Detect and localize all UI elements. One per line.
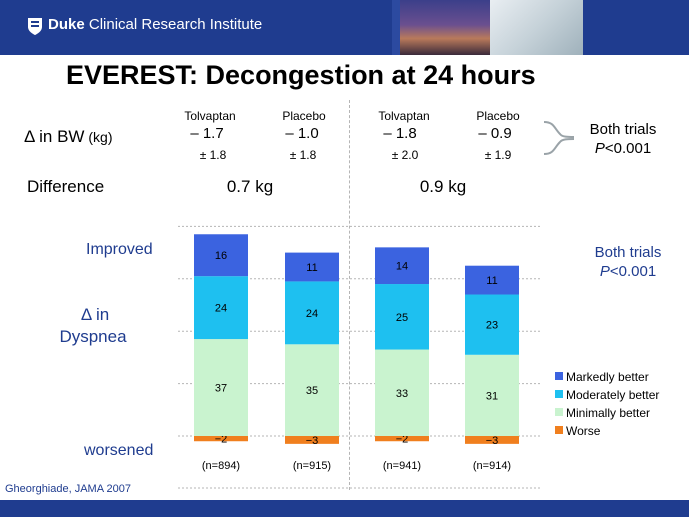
category-label-4: (n=914) xyxy=(473,460,511,472)
bar-minimally-2 xyxy=(285,344,339,436)
bw-mean-tolvaptan-1: – 1.7 xyxy=(190,125,224,142)
brace-icon xyxy=(543,121,575,155)
bar-label-moderately-4: 23 xyxy=(486,320,498,332)
bar-label-markedly-1: 16 xyxy=(215,250,227,262)
bar-worse-1 xyxy=(194,436,248,442)
bw-mean-placebo-2: – 0.9 xyxy=(478,125,512,142)
glasses-photo xyxy=(490,0,583,55)
citation-footnote: Gheorghiade, JAMA 2007 xyxy=(5,483,131,495)
bar-worse-4 xyxy=(465,436,519,444)
bar-label-worse-3: −2 xyxy=(396,434,409,446)
legend-item-markedly: Markedly better xyxy=(555,370,649,384)
brand-name: Duke Clinical Research Institute xyxy=(48,16,263,33)
bar-moderately-3 xyxy=(375,284,429,350)
bar-label-minimally-2: 35 xyxy=(306,385,318,397)
worsened-label: worsened xyxy=(84,442,154,459)
both-trials-label-top: Both trials xyxy=(589,121,657,138)
campus-photo xyxy=(400,0,490,55)
bar-label-markedly-2: 11 xyxy=(306,262,317,274)
bw-sd-tolvaptan-2: ± 2.0 xyxy=(391,148,419,162)
col-header-tolvaptan-2: Tolvaptan xyxy=(378,109,430,123)
legend-swatch-minimally xyxy=(555,408,563,416)
bar-label-worse-2: −3 xyxy=(306,435,319,447)
difference-label: Difference xyxy=(27,177,105,196)
dyspnea-label-line1: Δ in xyxy=(80,305,110,324)
difference-trial-2: 0.9 kg xyxy=(419,177,467,196)
bar-moderately-1 xyxy=(194,276,248,340)
col-header-tolvaptan-1: Tolvaptan xyxy=(184,109,236,123)
bar-label-markedly-4: 11 xyxy=(486,275,497,287)
bw-sd-placebo-1: ± 1.8 xyxy=(289,148,317,162)
legend-swatch-worse xyxy=(555,426,563,434)
bar-label-minimally-3: 33 xyxy=(396,388,408,400)
category-label-1: (n=894) xyxy=(202,460,240,472)
trial-divider xyxy=(349,100,350,490)
bar-label-moderately-3: 25 xyxy=(396,312,408,324)
legend-item-moderately: Moderately better xyxy=(555,388,659,402)
category-label-2: (n=915) xyxy=(293,460,331,472)
legend-swatch-markedly xyxy=(555,372,563,380)
bar-markedly-4 xyxy=(465,265,519,295)
bw-sd-tolvaptan-1: ± 1.8 xyxy=(199,148,227,162)
bar-label-moderately-2: 24 xyxy=(306,308,318,320)
bar-label-minimally-1: 37 xyxy=(215,383,227,395)
footer-bar xyxy=(0,500,689,517)
duke-shield-icon xyxy=(28,18,42,35)
legend-swatch-moderately xyxy=(555,390,563,398)
bar-label-worse-1: −2 xyxy=(215,434,228,446)
col-header-placebo-1: Placebo xyxy=(282,109,326,123)
bar-minimally-1 xyxy=(194,339,248,436)
bar-worse-2 xyxy=(285,436,339,444)
category-label-3: (n=941) xyxy=(383,460,421,472)
bar-moderately-2 xyxy=(285,281,339,345)
difference-trial-1: 0.7 kg xyxy=(226,177,274,196)
photo-frame xyxy=(392,0,400,55)
legend-item-minimally: Minimally better xyxy=(555,406,650,420)
bar-moderately-4 xyxy=(465,294,519,355)
improved-label: Improved xyxy=(86,241,153,258)
bar-markedly-3 xyxy=(375,247,429,285)
bw-sd-placebo-2: ± 1.9 xyxy=(484,148,512,162)
col-header-placebo-2: Placebo xyxy=(476,109,520,123)
bar-minimally-4 xyxy=(465,354,519,436)
bw-row-label: Δ in BW (kg) xyxy=(24,127,113,146)
bar-label-moderately-1: 24 xyxy=(215,303,227,315)
bar-minimally-3 xyxy=(375,349,429,436)
bar-markedly-1 xyxy=(194,234,248,277)
slide-title: EVEREST: Decongestion at 24 hours xyxy=(66,60,536,90)
p-value-top: P<0.001 xyxy=(594,140,652,157)
header-bar: Duke Clinical Research Institute xyxy=(0,0,689,55)
bar-label-worse-4: −3 xyxy=(486,435,499,447)
legend-item-worse: Worse xyxy=(555,424,600,438)
bw-mean-tolvaptan-2: – 1.8 xyxy=(383,125,417,142)
bar-label-minimally-4: 31 xyxy=(486,390,498,402)
p-value-right: P<0.001 xyxy=(599,263,657,280)
bar-markedly-2 xyxy=(285,252,339,282)
bar-label-markedly-3: 14 xyxy=(396,261,408,273)
bar-worse-3 xyxy=(375,436,429,442)
both-trials-label-right: Both trials xyxy=(594,244,662,261)
dyspnea-label-line2: Dyspnea xyxy=(59,327,127,346)
bw-mean-placebo-1: – 1.0 xyxy=(285,125,319,142)
